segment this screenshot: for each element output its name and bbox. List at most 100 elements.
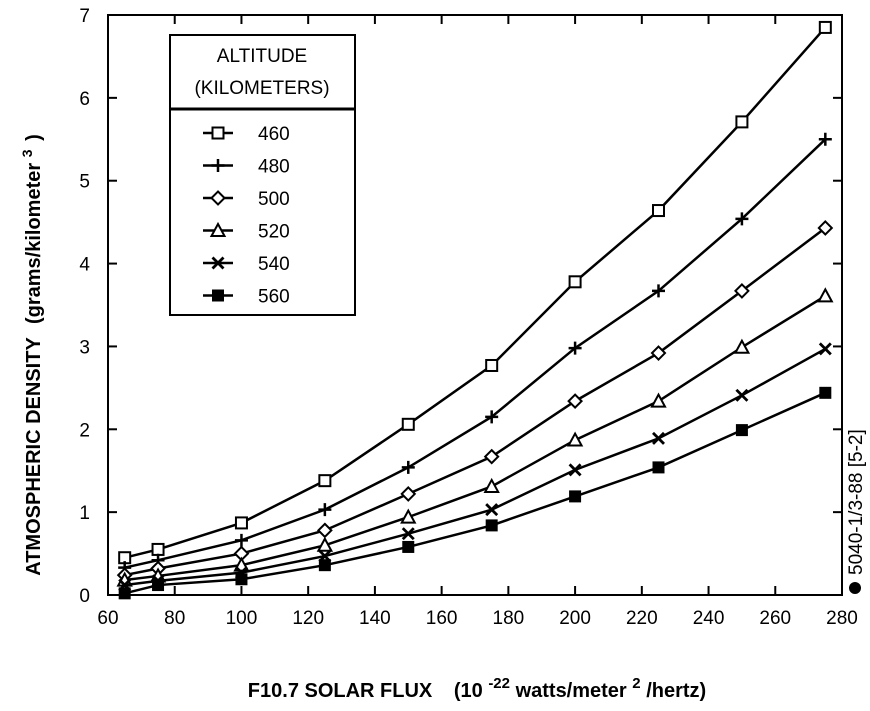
data-point-x [401, 527, 415, 541]
plot-frame [107, 14, 843, 596]
y-tick-label: 4 [79, 255, 90, 276]
legend-entry-480: 480 [203, 157, 290, 178]
data-point-x [568, 463, 582, 477]
data-point-open-square [151, 542, 165, 556]
legend-box [169, 34, 356, 316]
data-point-plus [735, 212, 749, 226]
data-point-x [735, 388, 749, 402]
x-tick-label: 260 [759, 608, 791, 629]
data-point-open-diamond [733, 282, 750, 299]
data-point-open-triangle [817, 287, 834, 303]
data-point-x [652, 431, 665, 445]
x-tick-label: 280 [826, 608, 858, 629]
data-point-open-diamond [817, 220, 834, 236]
data-point-x [485, 503, 499, 517]
data-point-filled-square [235, 573, 248, 586]
data-point-plus [485, 410, 499, 424]
legend-label: 480 [258, 157, 290, 178]
data-point-open-triangle [566, 431, 584, 447]
y-tick-label: 1 [79, 503, 90, 524]
series-line-560 [124, 391, 826, 595]
data-point-open-diamond [483, 448, 500, 465]
x-tick-label: 140 [359, 608, 391, 629]
x-tick-label: 60 [97, 608, 118, 629]
y-tick-label: 2 [79, 420, 90, 441]
legend-label: 520 [258, 222, 290, 243]
x-tick-label: 120 [292, 608, 324, 629]
data-point-open-triangle [400, 508, 417, 524]
legend-entry-500: 500 [203, 189, 290, 210]
data-point-filled-square [819, 386, 832, 399]
data-series [116, 20, 834, 600]
data-point-open-square [234, 516, 248, 530]
series-line-460 [124, 26, 827, 559]
legend-entry-560: 560 [203, 287, 290, 308]
y-axis-label: ATMOSPHERIC DENSITY [23, 337, 45, 576]
x-axis-units-exp: -22 [488, 675, 510, 692]
data-point-filled-square [569, 490, 582, 503]
x-axis-units-suffix: /hertz) [646, 680, 706, 702]
y-tick-label: 3 [79, 337, 90, 358]
data-point-plus [401, 460, 415, 474]
data-point-open-diamond [567, 393, 584, 410]
side-note: 5040-1/3-88 [5-2] [846, 429, 867, 575]
side-note-bullet [849, 582, 861, 594]
y-axis-units-exp: 3 [19, 149, 35, 157]
y-tick-label: 0 [79, 586, 90, 607]
data-point-plus [652, 284, 665, 298]
x-tick-label: 240 [693, 608, 725, 629]
x-axis-units-prefix: (10 [454, 680, 483, 702]
series-560 [118, 386, 832, 600]
data-point-plus [568, 341, 582, 355]
data-point-open-triangle [733, 338, 751, 354]
data-point-filled-square [318, 559, 331, 572]
data-point-filled-square [212, 289, 224, 302]
series-line-540 [124, 347, 826, 587]
data-point-open-triangle [316, 536, 334, 552]
data-point-plus [234, 533, 248, 547]
legend-label: 540 [258, 254, 290, 275]
series-460 [118, 20, 832, 565]
data-point-filled-square [118, 587, 131, 600]
x-axis-label: F10.7 SOLAR FLUX [248, 680, 433, 702]
data-point-open-triangle [209, 221, 227, 237]
x-tick-label: 100 [226, 608, 258, 629]
legend-entry-460: 460 [203, 124, 290, 145]
data-point-filled-square [485, 519, 498, 532]
data-point-filled-square [652, 461, 665, 474]
axis-ticks: 60 80 100 120 140 160 180 200 220 240 260 280 0 1 2 3 4 5… [79, 6, 857, 629]
data-point-plus [211, 159, 225, 172]
legend-label: 460 [258, 124, 290, 145]
series-line-520 [124, 294, 826, 582]
y-axis-title: ATMOSPHERIC DENSITY (grams/kilometer 3 ) [15, 134, 45, 576]
plot-area-border [107, 14, 843, 596]
x-axis-units-exp2: 2 [632, 675, 640, 692]
legend-title-line1: ALTITUDE [217, 46, 307, 67]
data-point-open-diamond [650, 345, 667, 361]
data-point-open-square [652, 204, 665, 218]
series-line-480 [124, 138, 827, 569]
y-axis-units: (grams/kilometer [23, 163, 45, 324]
y-axis-units-close: ) [23, 134, 45, 141]
x-tick-label: 220 [626, 608, 658, 629]
data-point-plus [318, 503, 332, 517]
data-point-filled-square [402, 540, 415, 553]
x-tick-label: 200 [559, 608, 591, 629]
legend: ALTITUDE (KILOMETERS) 460 480 500 520 540 560 [169, 34, 356, 316]
data-point-open-diamond [400, 485, 417, 502]
side-note-group: 5040-1/3-88 [5-2] [846, 429, 867, 594]
data-point-open-triangle [650, 392, 667, 408]
data-point-plus [818, 132, 832, 146]
legend-title-line2: (KILOMETERS) [194, 78, 329, 99]
series-520 [116, 287, 834, 587]
x-tick-label: 180 [493, 608, 525, 629]
legend-label: 500 [258, 189, 290, 210]
data-point-x [818, 342, 832, 356]
legend-entry-540: 540 [203, 254, 290, 275]
data-point-open-square [818, 20, 832, 34]
data-point-open-square [485, 358, 499, 372]
y-tick-label: 7 [79, 6, 90, 27]
x-axis-units-mid: watts/meter [515, 680, 627, 702]
data-point-open-diamond [210, 190, 226, 206]
data-point-open-diamond [316, 522, 333, 539]
